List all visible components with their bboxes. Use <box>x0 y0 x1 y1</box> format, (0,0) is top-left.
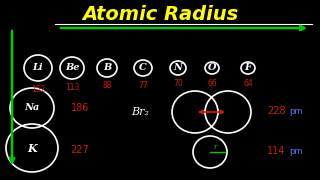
Text: 70: 70 <box>173 80 183 89</box>
Text: r: r <box>213 143 217 151</box>
Text: K: K <box>27 143 37 154</box>
Text: Be: Be <box>65 64 79 73</box>
Text: 114: 114 <box>267 146 285 156</box>
Text: 186: 186 <box>71 103 89 113</box>
Text: N: N <box>173 64 182 73</box>
Text: 228: 228 <box>267 106 286 116</box>
Text: 64: 64 <box>243 78 253 87</box>
Text: 113: 113 <box>65 84 79 93</box>
Text: pm: pm <box>289 107 302 116</box>
Text: B: B <box>103 64 111 73</box>
Text: Atomic Radius: Atomic Radius <box>82 4 238 24</box>
Text: 152: 152 <box>31 86 45 94</box>
Text: Na: Na <box>24 103 40 112</box>
Text: pm: pm <box>289 147 302 156</box>
Text: O: O <box>208 64 216 73</box>
Text: C: C <box>139 64 147 73</box>
Text: Li: Li <box>33 64 43 73</box>
Text: 66: 66 <box>207 78 217 87</box>
Text: 227: 227 <box>71 145 89 155</box>
Text: Br₂: Br₂ <box>131 107 149 117</box>
Text: 88: 88 <box>102 82 112 91</box>
Text: 77: 77 <box>138 80 148 89</box>
Text: F: F <box>244 64 252 73</box>
